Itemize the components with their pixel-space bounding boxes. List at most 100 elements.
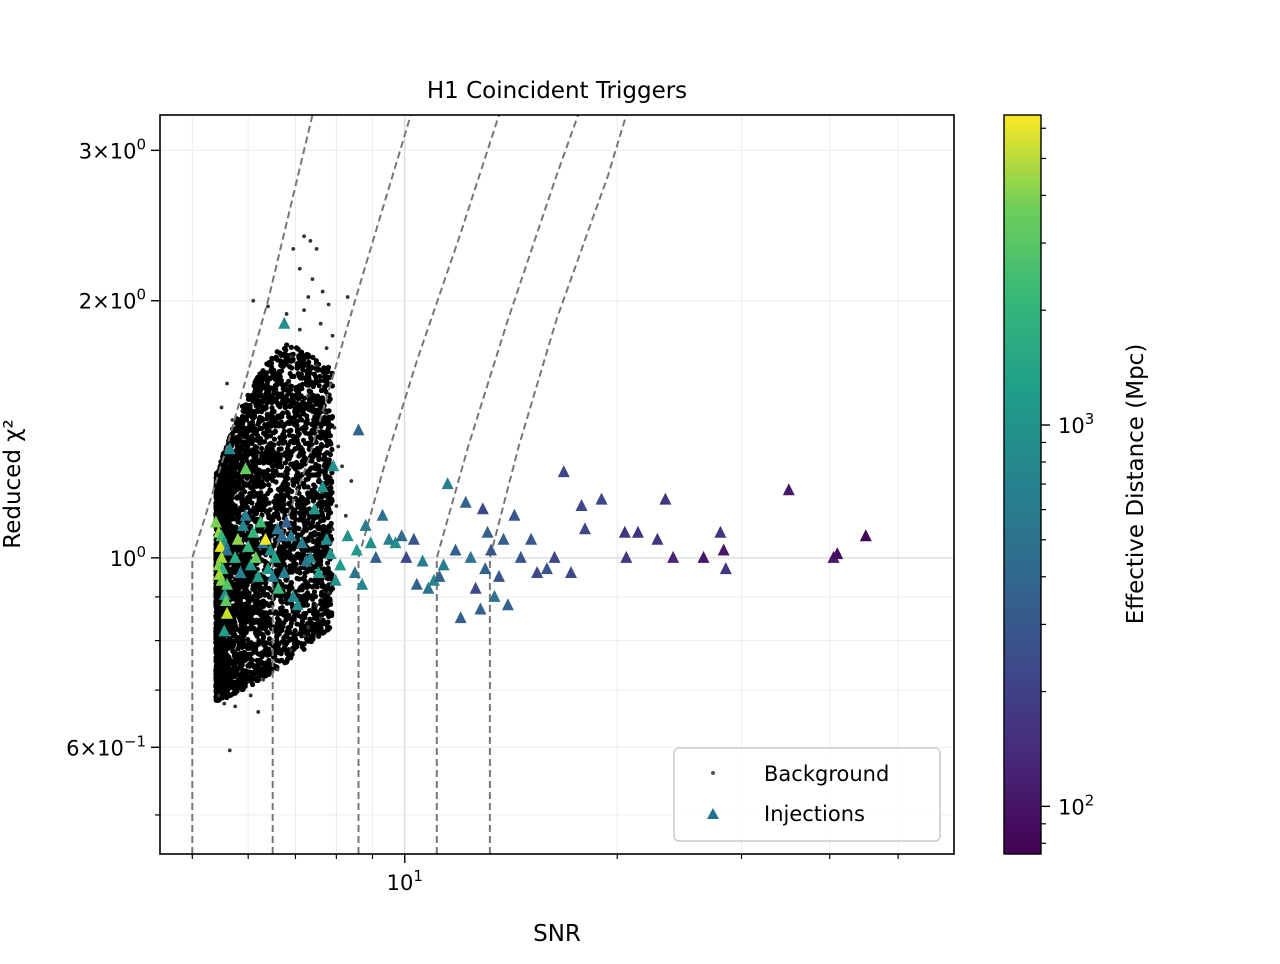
background-point <box>280 496 286 502</box>
background-point <box>237 594 243 600</box>
injection-point <box>215 573 228 586</box>
background-point <box>320 400 326 406</box>
background-point <box>301 395 308 401</box>
injection-point <box>620 550 633 563</box>
background-point <box>340 464 344 469</box>
background-point <box>223 458 229 465</box>
background-point <box>316 463 322 469</box>
background-point <box>235 671 241 678</box>
injection-point <box>278 565 291 578</box>
background-point <box>226 685 232 692</box>
background-point <box>320 419 326 426</box>
background-point <box>310 383 316 390</box>
background-point <box>324 501 330 507</box>
background-point <box>258 490 264 496</box>
background-point <box>319 395 325 401</box>
background-point <box>283 577 289 583</box>
background-point <box>249 500 255 506</box>
background-point <box>215 506 221 512</box>
background-point <box>247 618 254 625</box>
background-point <box>249 392 255 399</box>
background-point <box>248 508 255 514</box>
background-point <box>252 670 258 676</box>
background-point <box>227 514 233 520</box>
background-point <box>279 382 285 388</box>
background-point <box>253 461 259 467</box>
background-point <box>301 406 307 412</box>
background-point <box>306 566 312 572</box>
background-point <box>318 518 324 524</box>
background-point <box>276 446 282 452</box>
background-point <box>245 396 252 402</box>
background-point <box>310 538 316 545</box>
background-point <box>242 620 248 626</box>
background-point <box>261 616 267 622</box>
background-point <box>216 672 222 678</box>
injection-point <box>449 543 462 556</box>
background-point <box>304 372 310 379</box>
background-point <box>266 304 270 309</box>
background-point <box>233 436 239 442</box>
background-point <box>264 434 270 440</box>
injection-point <box>469 581 482 594</box>
background-point <box>285 486 292 492</box>
background-point <box>250 474 257 480</box>
background-point <box>249 458 256 464</box>
background-point <box>287 495 293 501</box>
background-point <box>325 611 331 617</box>
background-point <box>234 655 240 661</box>
injection-point <box>565 565 578 578</box>
background-point <box>257 387 264 393</box>
background-point <box>276 515 282 522</box>
background-point <box>297 500 304 506</box>
background-point <box>256 392 262 398</box>
background-point <box>221 617 227 623</box>
background-point <box>264 611 271 617</box>
background-point <box>304 377 310 384</box>
background-point <box>318 625 324 631</box>
background-point <box>291 247 296 251</box>
background-point <box>243 402 249 408</box>
colorbar-label: Effective Distance (Mpc) <box>1123 344 1149 625</box>
background-point <box>327 423 333 429</box>
background-point <box>230 474 236 480</box>
background-point <box>327 510 334 516</box>
background-point <box>297 464 303 470</box>
background-point <box>323 548 329 555</box>
background-point <box>293 466 299 472</box>
injection-point <box>389 536 402 549</box>
background-point <box>264 400 270 406</box>
background-point <box>214 656 220 662</box>
injection-point <box>209 515 222 528</box>
background-point <box>257 480 263 486</box>
background-point <box>274 657 280 663</box>
background-point <box>297 375 304 381</box>
y-tick-label: 6×10−1 <box>66 732 146 760</box>
background-point <box>260 671 266 678</box>
background-point <box>269 393 275 399</box>
background-point <box>325 565 331 572</box>
background-point <box>274 562 280 568</box>
background-point <box>336 444 341 449</box>
background-point <box>224 506 230 512</box>
background-point <box>306 506 312 512</box>
background-point <box>233 704 238 709</box>
background-point <box>243 586 249 592</box>
injection-point <box>304 550 317 563</box>
background-point <box>297 327 302 332</box>
background-point <box>305 593 312 599</box>
background-point <box>245 443 251 449</box>
background-point <box>328 501 334 507</box>
background-point <box>255 651 261 657</box>
background-point <box>272 428 278 434</box>
x-tick-label: 101 <box>387 867 423 895</box>
injection-point <box>441 477 454 490</box>
background-point <box>300 505 306 511</box>
background-point <box>282 434 288 440</box>
injection-point <box>667 550 680 563</box>
background-point <box>246 550 253 557</box>
background-point <box>283 469 289 475</box>
background-point <box>324 346 329 351</box>
background-point <box>222 701 227 706</box>
background-point <box>283 381 289 387</box>
